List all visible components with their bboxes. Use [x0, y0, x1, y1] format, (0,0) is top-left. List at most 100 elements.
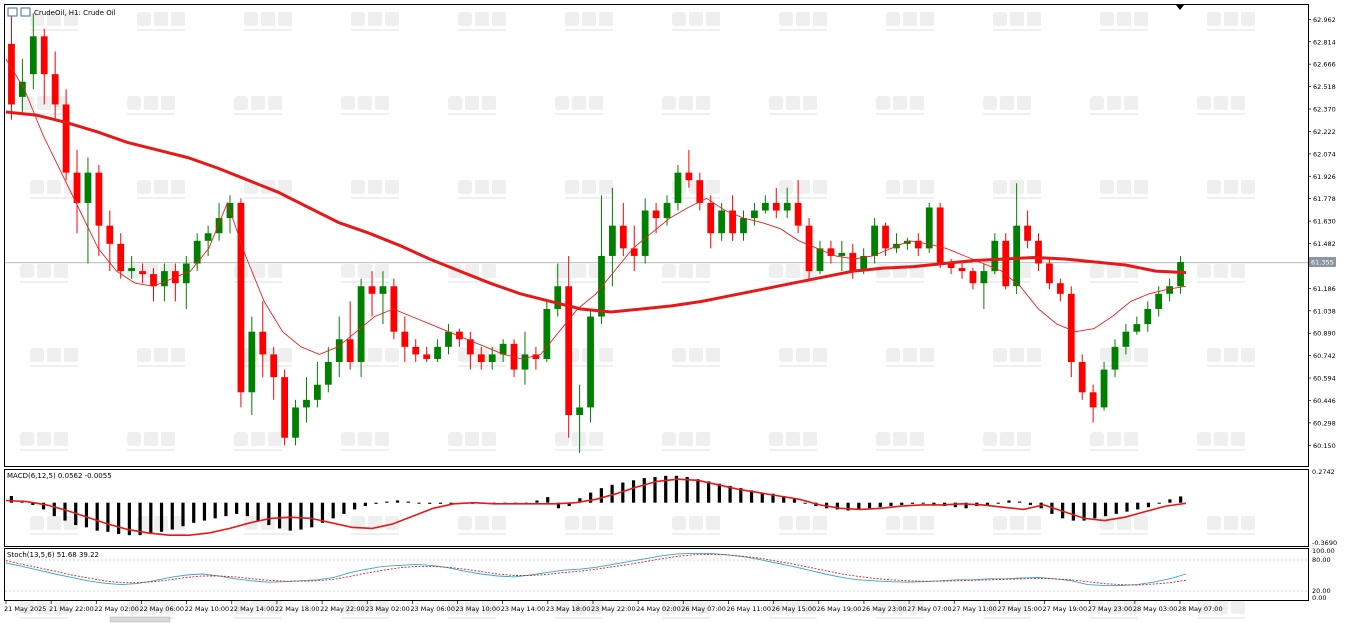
bull-candle — [314, 384, 321, 400]
bear-candle — [412, 346, 420, 355]
current-price-label: 61.355 — [1311, 259, 1334, 267]
macd-bar — [84, 502, 89, 528]
watermark-logo — [1207, 516, 1255, 535]
macd-bar — [267, 502, 271, 526]
watermark-logo — [1090, 96, 1138, 115]
shift-marker-icon[interactable] — [1176, 5, 1184, 10]
watermark-logo — [20, 432, 68, 451]
bear-candle — [1067, 293, 1075, 362]
price-tick-label: 60.742 — [1313, 352, 1336, 360]
bull-candle — [674, 172, 682, 203]
macd-bar — [535, 500, 539, 503]
watermark-logo — [779, 348, 827, 367]
stoch-main-line — [5, 552, 1187, 587]
slow-moving-average-line — [5, 110, 1187, 314]
macd-bar — [653, 476, 657, 503]
candles-layer — [8, 13, 1184, 453]
bear-candle — [466, 339, 474, 355]
time-tick-label: 26 May 23:00 — [862, 605, 907, 613]
watermark-logo — [458, 516, 506, 535]
bull-candle — [609, 225, 616, 256]
watermark-logo — [137, 180, 185, 199]
time-tick-label: 22 May 02:00 — [94, 605, 139, 613]
chart-menu-icon[interactable] — [7, 7, 18, 17]
bear-candle — [729, 210, 736, 234]
macd-bar — [631, 480, 636, 503]
macd-bar — [717, 483, 721, 503]
macd-bar — [438, 502, 443, 504]
macd-bar — [181, 502, 185, 527]
macd-bar — [1114, 502, 1118, 514]
macd-bar — [385, 501, 389, 503]
macd-bar — [792, 498, 797, 503]
macd-label: MACD(6,12,5) 0.0562 -0.0055 — [7, 472, 112, 480]
macd-bar — [320, 502, 325, 523]
macd-scale-bottom: -0.3690 — [1312, 539, 1337, 547]
watermark-logo — [662, 432, 710, 451]
time-tick-label: 23 May 18:00 — [546, 605, 591, 613]
bear-candle — [51, 74, 59, 105]
bull-candle — [182, 263, 190, 284]
watermark-logo — [341, 432, 389, 451]
stoch-scale-0: 0.00 — [1312, 594, 1326, 602]
bear-candle — [150, 274, 157, 287]
watermark-logo — [20, 264, 68, 283]
price-tick-label: 62.222 — [1313, 128, 1336, 136]
bull-candle — [303, 399, 310, 408]
watermark-logo — [779, 12, 827, 31]
watermark-logo — [672, 12, 720, 31]
bull-candle — [1177, 262, 1184, 287]
watermark-logo — [341, 264, 389, 283]
time-tick-label: 27 May 15:00 — [997, 605, 1042, 613]
macd-bar — [1168, 499, 1172, 503]
chart-scrollbar[interactable] — [109, 616, 171, 623]
bull-candle — [871, 225, 878, 256]
watermark-logo — [983, 96, 1031, 115]
macd-bar — [760, 492, 764, 503]
bull-candle — [740, 218, 747, 234]
bear-candle — [630, 248, 638, 256]
chart-properties-icon[interactable] — [20, 7, 31, 17]
time-tick-label: 27 May 19:00 — [1043, 605, 1088, 613]
watermark-logo — [672, 348, 720, 367]
time-tick-label: 28 May 07:00 — [1178, 605, 1223, 613]
price-panel[interactable] — [4, 4, 1309, 467]
macd-bar — [1007, 500, 1011, 503]
bear-candle — [947, 263, 955, 269]
stoch-scale-20: 20.00 — [1312, 587, 1331, 595]
price-tick-label: 60.446 — [1313, 397, 1336, 405]
watermark-logo — [234, 432, 282, 451]
time-tick-label: 27 May 11:00 — [952, 605, 997, 613]
macd-bar — [159, 502, 164, 532]
bull-candle — [161, 271, 168, 287]
bull-candle — [543, 308, 551, 359]
bull-candle — [816, 248, 824, 272]
bear-candle — [477, 354, 485, 362]
bear-candle — [281, 377, 288, 438]
time-tick-label: 27 May 07:00 — [907, 605, 952, 613]
watermark-logo — [672, 516, 720, 535]
watermark-logo — [769, 600, 817, 619]
macd-bar — [95, 502, 99, 531]
watermark-logo — [876, 600, 924, 619]
macd-bar — [556, 502, 561, 509]
watermark-logo — [458, 12, 506, 31]
bull-candle — [751, 210, 758, 219]
macd-bar — [52, 502, 56, 517]
bull-candle — [587, 316, 594, 408]
time-tick-label: 23 May 06:00 — [410, 605, 455, 613]
bull-candle — [1100, 369, 1108, 408]
watermark-logo — [1197, 96, 1245, 115]
bear-candle — [73, 172, 81, 203]
time-tick-label: 26 May 15:00 — [772, 605, 817, 613]
macd-bar — [1071, 502, 1075, 521]
stoch-panel[interactable] — [4, 548, 1309, 601]
macd-bar — [428, 502, 432, 504]
watermark-logo — [234, 264, 282, 283]
bear-candle — [423, 354, 431, 359]
macd-bar — [170, 502, 174, 530]
bull-candle — [1122, 331, 1130, 347]
current-price-tag: 61.355 — [1309, 257, 1336, 267]
price-tick-label: 62.666 — [1313, 61, 1336, 69]
